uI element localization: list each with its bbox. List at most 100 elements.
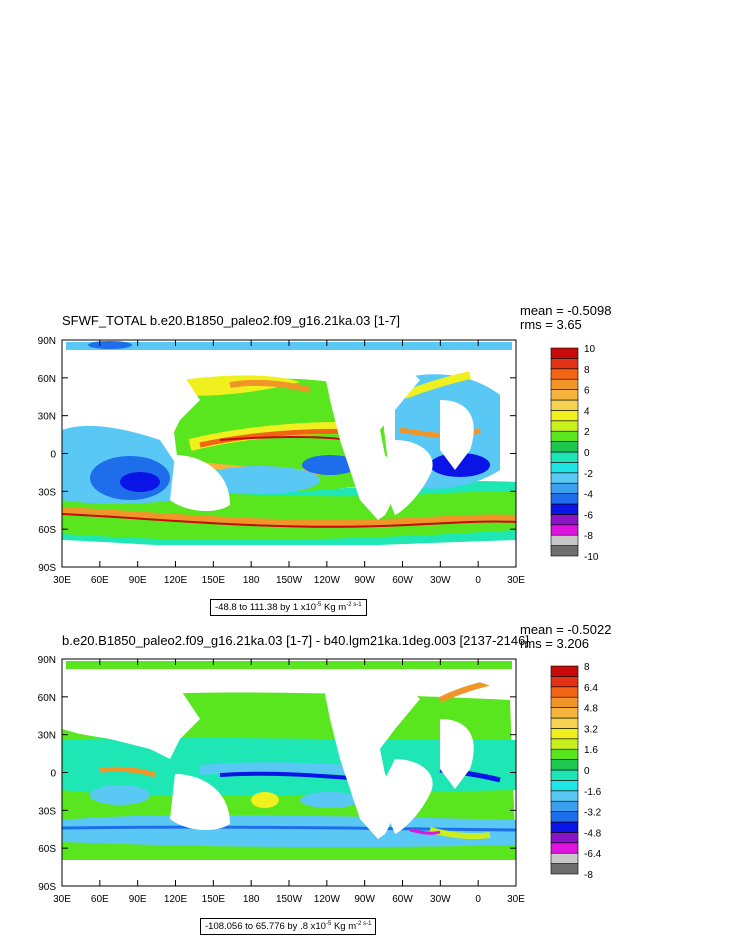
panel-1-title: SFWF_TOTAL b.e20.B1850_paleo2.f09_g16.21… [62,313,400,328]
lon-label: 90W [354,894,375,905]
lon-label: 30W [430,894,451,905]
lat-label: 30N [38,731,56,742]
panel-2-range-exp: -5 [325,921,332,927]
colorbar-label: 4 [584,406,590,417]
lon-label: 30E [507,894,525,905]
colorbar-swatch [550,790,579,802]
lat-label: 90S [38,563,56,574]
colorbar-swatch [550,665,579,677]
panel-2-mean: mean = -0.5022 [520,622,612,637]
colorbar-label: -4 [584,490,593,501]
colorbar-label: 0 [584,448,590,459]
lon-label: 90E [129,575,147,586]
panel-2-range-box: -108.056 to 65.776 by .8 x10-5 Kg m-2 s-… [200,918,377,936]
panel-2-range-units-exp: -2 [356,921,362,927]
colorbar-swatch [550,707,579,719]
colorbar-label: -1.6 [584,787,602,798]
panel-2-title: b.e20.B1850_paleo2.f09_g16.21ka.03 [1-7]… [62,633,529,648]
colorbar-label: 4.8 [584,704,598,715]
lon-label: 0 [475,894,481,905]
colorbar-label: -3.2 [584,808,602,819]
colorbar-swatch [550,738,579,750]
lon-label: 150W [276,894,303,905]
panel-1-mean: mean = -0.5098 [520,303,612,318]
lat-label: 60S [38,525,56,536]
lat-label: 60S [38,844,56,855]
lon-label: 60E [91,575,109,586]
lon-label: 150W [276,575,303,586]
colorbar-label: 8 [584,365,590,376]
lon-label: 180 [243,575,260,586]
lat-label: 30N [38,412,56,423]
lon-label: 90W [354,575,375,586]
colorbar-swatch [550,676,579,688]
lat-label: 30S [38,806,56,817]
colorbar-swatch [550,842,579,854]
colorbar-swatch [550,811,579,823]
panel-2-range-units: Kg m [331,921,357,933]
lat-label: 90S [38,882,56,893]
panel-2-range-units-sfx: -1 [366,921,372,927]
lon-label: 150E [202,575,226,586]
colorbar-swatch [550,696,579,708]
lon-label: 150E [202,894,226,905]
colorbar-label: -8 [584,870,593,881]
lat-label: 30S [38,487,56,498]
colorbar-swatch [550,800,579,812]
colorbar-label: 6 [584,386,590,397]
lat-label: 90N [38,336,56,347]
lon-label: 120W [314,575,341,586]
panel-1-field [62,340,516,567]
colorbar-swatch [550,347,579,359]
colorbar-label: 1.6 [584,745,598,756]
colorbar-swatch [550,686,579,698]
panel-1-range-units: Kg m [321,602,347,614]
colorbar-label: -6.4 [584,849,602,860]
lon-label: 0 [475,575,481,586]
lon-label: 60W [392,894,413,905]
colorbar-label: -8 [584,531,593,542]
colorbar-swatch [550,728,579,740]
colorbar-swatch [550,852,579,864]
lon-label: 120E [164,894,188,905]
colorbar-swatch [550,821,579,833]
lat-label: 60N [38,374,56,385]
colorbar-swatch [550,832,579,844]
lon-label: 60W [392,575,413,586]
panel-1-range-exp: -5 [316,602,322,608]
panel-2-range-prefix: -108.056 to 65.776 by .8 x10 [205,921,326,933]
lon-label: 120W [314,894,341,905]
panel-2-colorbar: 8 6.4 4.8 3.2 1.6 0 -1.6 -3.2 -4.8 -6.4 -8 [550,662,602,881]
colorbar-label: 6.4 [584,683,598,694]
panel-1-rms: rms = 3.65 [520,317,582,332]
colorbar-label: -2 [584,469,593,480]
colorbar-swatch [550,759,579,771]
panel-1-range-prefix: -48.8 to 111.38 by 1 x10 [215,602,317,614]
lon-label: 30E [53,575,71,586]
colorbar-swatch [550,863,579,875]
colorbar-swatch [550,748,579,760]
lon-label: 120E [164,575,188,586]
panel-1-range-box: -48.8 to 111.38 by 1 x10-5 Kg m-2 s-1 [210,599,367,617]
lon-label: 30E [507,575,525,586]
panel-2-field [62,659,516,886]
colorbar-label: -4.8 [584,828,602,839]
lon-label: 30W [430,575,451,586]
lon-label: 90E [129,894,147,905]
colorbar-label: 8 [584,662,590,673]
colorbar-label: -10 [584,552,599,563]
panel-1-range-units-sfx: -1 [356,602,362,608]
lat-label: 0 [50,769,56,780]
colorbar-swatch [550,769,579,781]
lon-label: 30E [53,894,71,905]
panel-1-colorbar: 10 8 6 4 2 0 -2 -4 -6 -8 -10 [550,344,599,563]
colorbar-swatch [550,717,579,729]
colorbar-label: 0 [584,766,590,777]
colorbar-label: 2 [584,427,590,438]
panel-1-range-units-exp: -2 [346,602,352,608]
lat-label: 90N [38,655,56,666]
